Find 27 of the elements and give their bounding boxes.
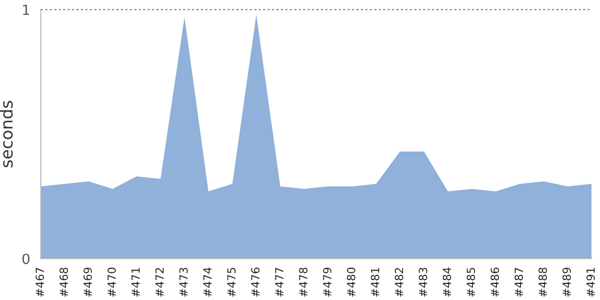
x-tick-label: #475 bbox=[227, 268, 236, 297]
x-tick-label: #472 bbox=[155, 268, 164, 297]
x-tick-label: #469 bbox=[84, 268, 92, 297]
x-tick-label: #487 bbox=[514, 268, 523, 297]
x-tick-label: #481 bbox=[370, 268, 380, 297]
x-tick-label: #471 bbox=[132, 268, 140, 297]
x-tick-label: #484 bbox=[442, 268, 452, 297]
x-tick-label: #468 bbox=[60, 268, 68, 297]
x-tick-label: #482 bbox=[394, 268, 404, 297]
x-tick-label: #470 bbox=[107, 268, 116, 297]
y-tick-label: 0 bbox=[22, 254, 30, 264]
x-tick-label: #467 bbox=[36, 268, 44, 297]
x-tick-label: #491 bbox=[586, 268, 595, 297]
x-tick-label: #480 bbox=[346, 268, 356, 297]
x-tick-label: #477 bbox=[275, 268, 284, 297]
x-tick-label: #476 bbox=[251, 268, 260, 297]
y-axis-title: seconds bbox=[0, 100, 13, 168]
x-tick-label: #485 bbox=[466, 268, 476, 297]
x-tick-label: #473 bbox=[179, 268, 188, 297]
x-tick-label: #489 bbox=[562, 268, 571, 297]
x-tick-label: #478 bbox=[299, 268, 308, 297]
x-tick-label: #479 bbox=[322, 268, 332, 297]
x-tick-label: #488 bbox=[538, 268, 547, 297]
x-tick-label: #483 bbox=[418, 268, 428, 297]
x-tick-label: #486 bbox=[490, 268, 500, 297]
y-tick-label: 1 bbox=[23, 4, 30, 15]
x-tick-label: #474 bbox=[203, 268, 212, 297]
